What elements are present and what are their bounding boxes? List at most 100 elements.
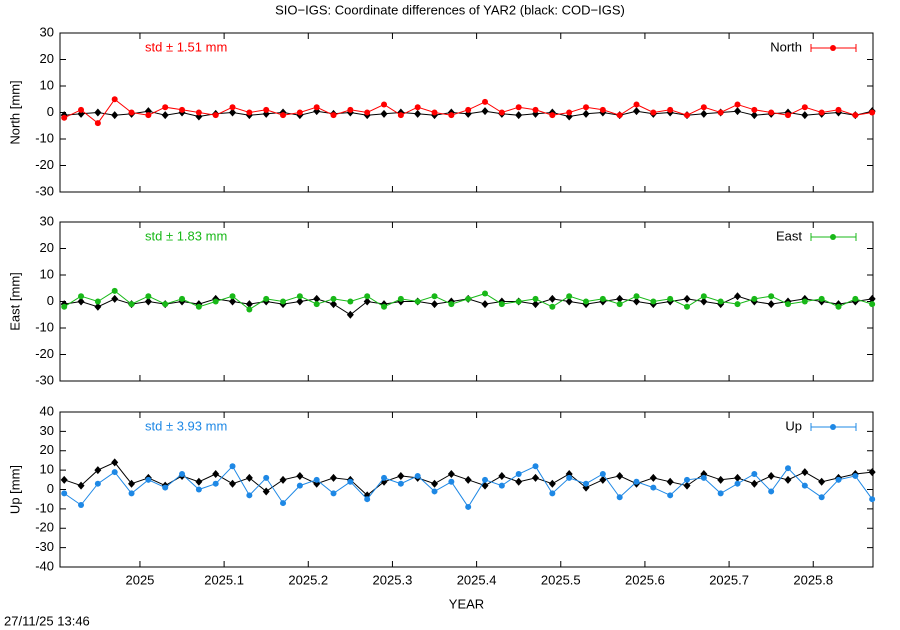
- data-point: [751, 106, 758, 113]
- data-point: [717, 490, 724, 497]
- data-point: [296, 471, 304, 480]
- data-point: [111, 111, 119, 120]
- data-point: [768, 109, 775, 116]
- data-point: [195, 477, 203, 486]
- data-point: [144, 297, 152, 306]
- data-point: [683, 294, 691, 303]
- data-point: [784, 301, 791, 308]
- data-point: [717, 109, 724, 116]
- data-point: [94, 466, 102, 475]
- data-point: [229, 108, 237, 117]
- y-tick-label: 10: [40, 266, 54, 281]
- annotation: std ± 1.83 mm: [145, 228, 227, 243]
- data-point: [700, 297, 708, 306]
- data-point: [599, 471, 606, 477]
- data-point: [532, 463, 539, 470]
- data-point: [616, 301, 623, 308]
- data-point: [431, 109, 438, 116]
- data-point: [414, 472, 421, 479]
- data-point: [566, 293, 573, 300]
- data-point: [751, 471, 758, 477]
- data-point: [179, 471, 186, 477]
- data-point: [447, 470, 455, 478]
- data-point: [347, 106, 354, 113]
- data-point: [263, 106, 270, 113]
- y-tick-label: -20: [35, 157, 54, 172]
- x-tick-label: 2025.2: [288, 572, 328, 587]
- data-point: [279, 475, 287, 484]
- data-point: [296, 482, 303, 489]
- data-point: [532, 300, 540, 309]
- data-point: [448, 301, 455, 308]
- x-tick-label: 2025.4: [457, 572, 497, 587]
- data-point: [582, 109, 590, 118]
- data-point: [111, 96, 118, 103]
- data-point: [77, 481, 85, 490]
- data-point: [78, 106, 85, 113]
- data-point: [868, 468, 876, 477]
- y-tick-label: 10: [40, 77, 54, 92]
- data-point: [801, 111, 809, 120]
- data-point: [818, 494, 825, 501]
- data-point: [599, 475, 607, 484]
- data-point: [852, 472, 859, 479]
- data-point: [229, 479, 237, 488]
- data-point: [835, 303, 842, 310]
- data-point: [262, 487, 270, 496]
- data-point: [364, 293, 371, 300]
- y-tick-label: -20: [35, 520, 54, 535]
- data-point: [296, 109, 303, 116]
- data-point: [111, 469, 118, 476]
- data-point: [548, 479, 556, 488]
- data-point: [229, 463, 236, 470]
- data-point: [684, 303, 691, 310]
- data-point: [330, 112, 337, 119]
- data-point: [347, 478, 354, 485]
- data-point: [650, 484, 657, 491]
- data-point: [330, 295, 337, 302]
- data-point: [599, 295, 606, 302]
- data-point: [448, 478, 455, 485]
- data-point: [313, 476, 320, 483]
- legend-marker: [830, 45, 836, 51]
- data-point: [700, 293, 707, 300]
- legend-label: Up: [785, 418, 802, 433]
- data-point: [633, 297, 641, 306]
- y-tick-label: -10: [35, 319, 54, 334]
- data-point: [498, 109, 505, 116]
- y-tick-label: -30: [35, 539, 54, 554]
- data-point: [162, 301, 169, 308]
- data-point: [599, 106, 606, 113]
- data-point: [683, 481, 691, 490]
- data-point: [212, 298, 219, 305]
- data-point: [784, 465, 791, 472]
- annotation: std ± 3.93 mm: [145, 418, 227, 433]
- legend-label: East: [776, 228, 802, 243]
- x-tick-label: 2025.7: [709, 572, 749, 587]
- data-point: [767, 471, 775, 480]
- data-point: [111, 458, 119, 467]
- data-point: [145, 293, 152, 300]
- data-point: [549, 490, 556, 497]
- data-point: [801, 298, 808, 305]
- data-point: [280, 298, 287, 305]
- data-point: [666, 477, 674, 486]
- data-point: [229, 297, 237, 306]
- data-point: [498, 482, 505, 489]
- y-tick-label: -10: [35, 500, 54, 515]
- data-point: [380, 109, 388, 118]
- legend-marker: [830, 424, 836, 430]
- data-point: [700, 109, 708, 118]
- data-point: [481, 300, 489, 309]
- chart-title: SIO−IGS: Coordinate differences of YAR2 …: [275, 2, 625, 17]
- y-tick-label: 20: [40, 442, 54, 457]
- series-line: [63, 465, 873, 508]
- x-tick-label: 2025.5: [541, 572, 581, 587]
- data-point: [78, 293, 85, 300]
- data-point: [784, 112, 791, 119]
- y-tick-label: 40: [40, 403, 54, 418]
- data-point: [296, 293, 303, 300]
- data-point: [481, 481, 489, 490]
- data-point: [397, 295, 404, 302]
- data-point: [583, 104, 590, 111]
